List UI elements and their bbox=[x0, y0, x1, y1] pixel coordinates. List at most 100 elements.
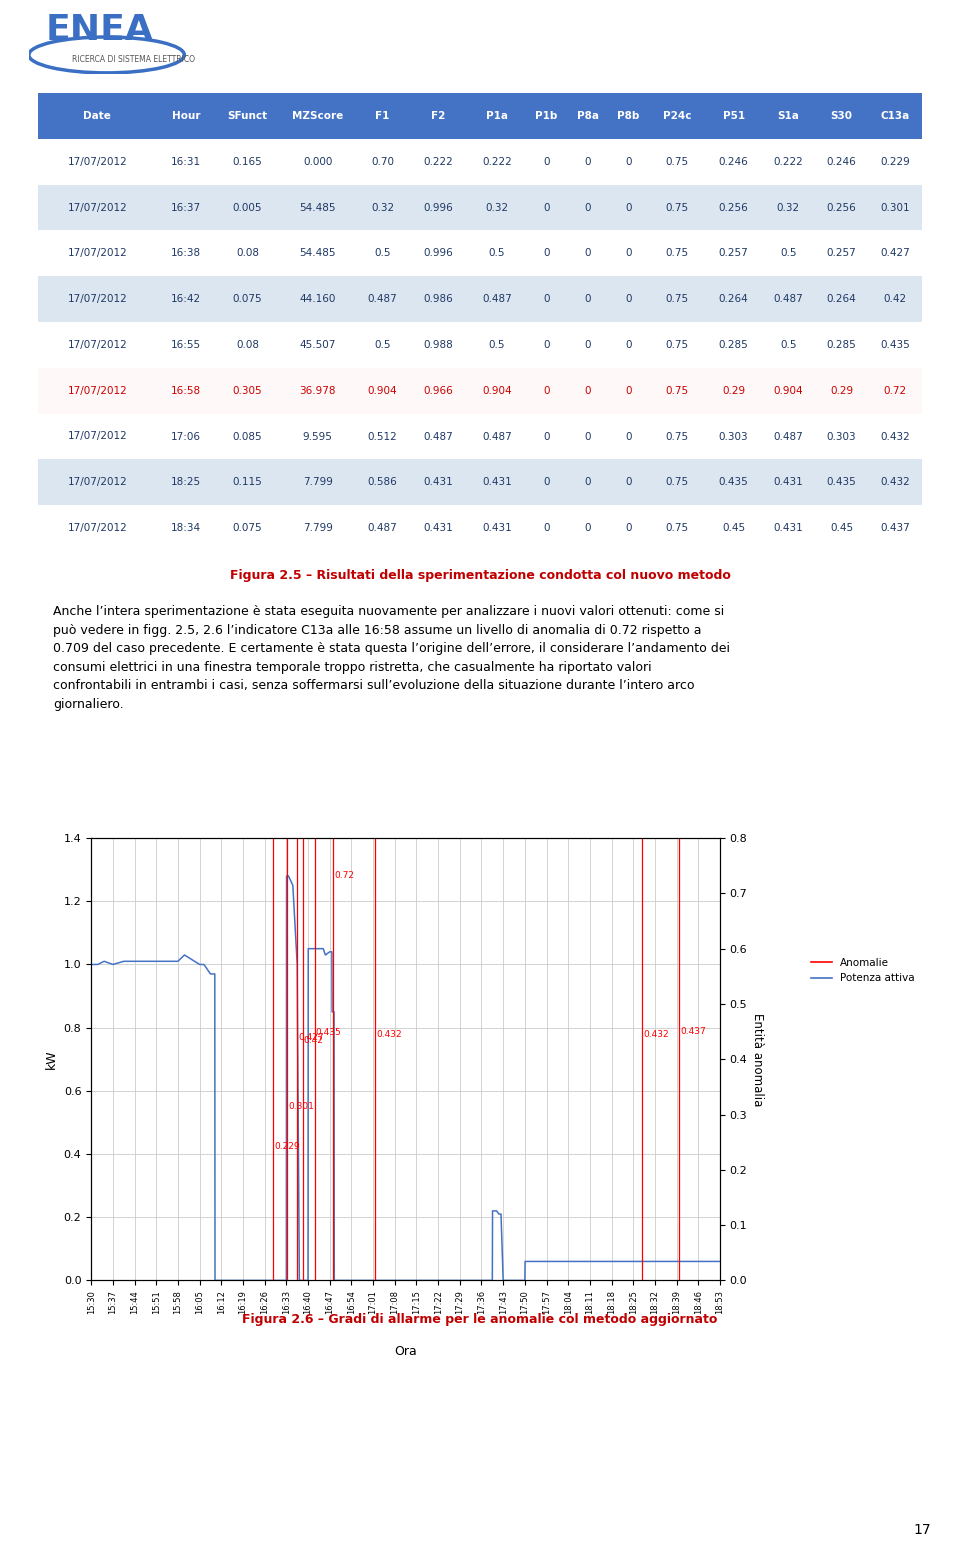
Bar bbox=[216, 276, 279, 323]
Bar bbox=[706, 459, 762, 506]
Text: 0: 0 bbox=[543, 523, 550, 532]
Bar bbox=[706, 93, 762, 140]
Bar bbox=[216, 506, 279, 551]
Bar bbox=[356, 140, 409, 185]
Text: 0.45: 0.45 bbox=[830, 523, 853, 532]
Bar bbox=[567, 368, 608, 413]
Bar bbox=[156, 140, 216, 185]
Bar bbox=[409, 231, 468, 276]
Bar bbox=[608, 506, 649, 551]
Text: 0.586: 0.586 bbox=[368, 478, 397, 487]
Bar bbox=[526, 93, 567, 140]
Text: 0: 0 bbox=[585, 295, 590, 304]
Text: 0.303: 0.303 bbox=[827, 431, 856, 441]
Text: 0.72: 0.72 bbox=[883, 386, 906, 396]
Text: 0: 0 bbox=[625, 295, 632, 304]
Bar bbox=[762, 93, 815, 140]
Text: 0.427: 0.427 bbox=[299, 1032, 324, 1041]
Text: 0.432: 0.432 bbox=[376, 1031, 402, 1038]
Bar bbox=[356, 506, 409, 551]
Text: 0.431: 0.431 bbox=[774, 523, 804, 532]
Text: 0.435: 0.435 bbox=[827, 478, 856, 487]
Text: 0.246: 0.246 bbox=[827, 157, 856, 166]
Bar bbox=[356, 459, 409, 506]
Bar bbox=[649, 506, 706, 551]
Text: 0: 0 bbox=[585, 340, 590, 349]
Bar bbox=[762, 276, 815, 323]
Text: 0.75: 0.75 bbox=[665, 248, 688, 258]
Text: 0.75: 0.75 bbox=[665, 523, 688, 532]
Bar bbox=[356, 276, 409, 323]
Bar bbox=[526, 323, 567, 368]
Bar bbox=[567, 140, 608, 185]
Bar bbox=[706, 140, 762, 185]
Text: 0.487: 0.487 bbox=[482, 431, 512, 441]
Bar bbox=[356, 368, 409, 413]
Bar bbox=[869, 185, 922, 231]
Text: 0.75: 0.75 bbox=[665, 478, 688, 487]
Bar bbox=[762, 231, 815, 276]
Bar bbox=[356, 93, 409, 140]
Text: 0.301: 0.301 bbox=[880, 203, 910, 213]
Text: 0: 0 bbox=[543, 386, 550, 396]
Bar bbox=[526, 368, 567, 413]
Text: 0: 0 bbox=[543, 478, 550, 487]
Bar bbox=[608, 414, 649, 459]
Text: 0: 0 bbox=[543, 340, 550, 349]
Text: 0: 0 bbox=[625, 478, 632, 487]
Bar bbox=[649, 368, 706, 413]
Text: 17/07/2012: 17/07/2012 bbox=[67, 523, 127, 532]
Bar bbox=[468, 459, 526, 506]
Text: 0.75: 0.75 bbox=[665, 431, 688, 441]
Text: 0.431: 0.431 bbox=[482, 478, 512, 487]
Bar bbox=[608, 323, 649, 368]
Bar bbox=[526, 140, 567, 185]
Text: 0.75: 0.75 bbox=[665, 340, 688, 349]
Text: 54.485: 54.485 bbox=[300, 248, 336, 258]
Text: 0: 0 bbox=[625, 157, 632, 166]
Text: 0: 0 bbox=[543, 203, 550, 213]
Bar bbox=[409, 506, 468, 551]
Text: 0.431: 0.431 bbox=[774, 478, 804, 487]
Bar bbox=[869, 140, 922, 185]
Bar bbox=[649, 414, 706, 459]
Text: 0.904: 0.904 bbox=[482, 386, 512, 396]
Bar bbox=[608, 93, 649, 140]
Bar bbox=[762, 506, 815, 551]
Text: 0.303: 0.303 bbox=[719, 431, 749, 441]
Text: 0.256: 0.256 bbox=[719, 203, 749, 213]
Bar bbox=[526, 276, 567, 323]
Text: 0.222: 0.222 bbox=[423, 157, 453, 166]
Text: 17/07/2012: 17/07/2012 bbox=[67, 203, 127, 213]
Bar bbox=[649, 459, 706, 506]
Bar bbox=[279, 185, 356, 231]
Text: S30: S30 bbox=[830, 112, 852, 121]
Text: 0: 0 bbox=[625, 523, 632, 532]
Bar bbox=[156, 185, 216, 231]
Text: 7.799: 7.799 bbox=[302, 523, 332, 532]
Bar bbox=[815, 185, 869, 231]
Bar bbox=[649, 323, 706, 368]
Bar bbox=[762, 140, 815, 185]
Bar bbox=[649, 231, 706, 276]
Bar bbox=[649, 93, 706, 140]
Bar bbox=[468, 93, 526, 140]
Bar bbox=[869, 459, 922, 506]
Bar bbox=[156, 231, 216, 276]
Bar bbox=[156, 323, 216, 368]
Text: 0.08: 0.08 bbox=[236, 248, 259, 258]
Text: 0.246: 0.246 bbox=[719, 157, 749, 166]
Text: 0.996: 0.996 bbox=[423, 203, 453, 213]
Text: 0.256: 0.256 bbox=[827, 203, 856, 213]
Bar bbox=[526, 414, 567, 459]
Bar bbox=[526, 459, 567, 506]
Text: P8b: P8b bbox=[617, 112, 639, 121]
Text: 0.32: 0.32 bbox=[777, 203, 800, 213]
Bar bbox=[409, 459, 468, 506]
Y-axis label: Entità anomalia: Entità anomalia bbox=[751, 1012, 764, 1107]
Text: 0.222: 0.222 bbox=[482, 157, 512, 166]
Bar bbox=[649, 140, 706, 185]
Text: 0.75: 0.75 bbox=[665, 295, 688, 304]
Text: 0.988: 0.988 bbox=[423, 340, 453, 349]
Text: 0: 0 bbox=[585, 431, 590, 441]
